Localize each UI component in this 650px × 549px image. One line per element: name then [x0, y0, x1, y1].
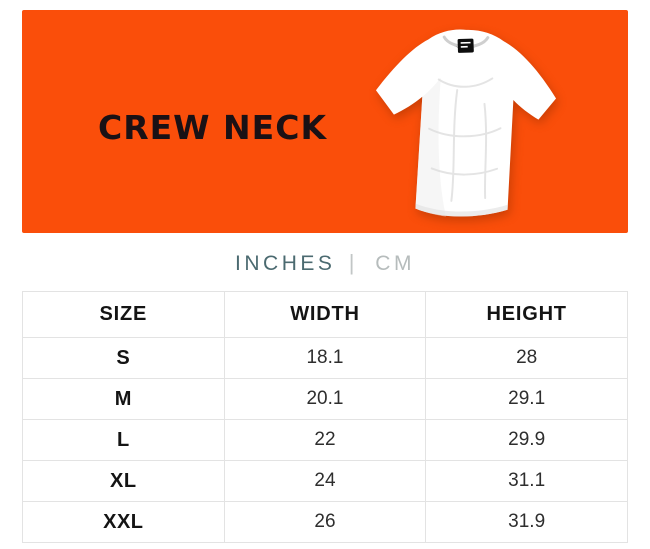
table-header-row: SIZE WIDTH HEIGHT	[22, 291, 628, 338]
table-row: XL 24 31.1	[22, 460, 628, 502]
size-cell: XL	[22, 460, 225, 502]
size-cell: XXL	[22, 501, 225, 543]
tshirt-icon	[375, 29, 557, 217]
height-cell: 31.9	[425, 501, 628, 543]
unit-separator: |	[348, 250, 358, 275]
size-cell: L	[22, 419, 225, 461]
size-cell: M	[22, 378, 225, 420]
unit-cm[interactable]: CM	[375, 252, 415, 275]
width-cell: 26	[223, 501, 427, 543]
table-row: XXL 26 31.9	[22, 501, 628, 543]
column-header-height: HEIGHT	[425, 291, 628, 338]
product-title: CREW NECK	[98, 108, 328, 147]
table-row: M 20.1 29.1	[22, 378, 628, 420]
height-cell: 31.1	[425, 460, 628, 502]
width-cell: 24	[223, 460, 427, 502]
size-cell: S	[22, 337, 225, 379]
height-cell: 29.1	[425, 378, 628, 420]
unit-toggle: INCHES | CM	[0, 244, 650, 282]
column-header-width: WIDTH	[223, 291, 427, 338]
unit-inches[interactable]: INCHES	[235, 252, 336, 275]
width-cell: 20.1	[223, 378, 427, 420]
tshirt-image	[360, 19, 568, 227]
width-cell: 18.1	[223, 337, 427, 379]
column-header-size: SIZE	[22, 291, 225, 338]
table-row: L 22 29.9	[22, 419, 628, 461]
height-cell: 28	[425, 337, 628, 379]
height-cell: 29.9	[425, 419, 628, 461]
size-chart-table: SIZE WIDTH HEIGHT S 18.1 28 M 20.1 29.1 …	[22, 291, 628, 543]
width-cell: 22	[223, 419, 427, 461]
product-banner: CREW NECK	[22, 10, 628, 233]
table-row: S 18.1 28	[22, 337, 628, 379]
